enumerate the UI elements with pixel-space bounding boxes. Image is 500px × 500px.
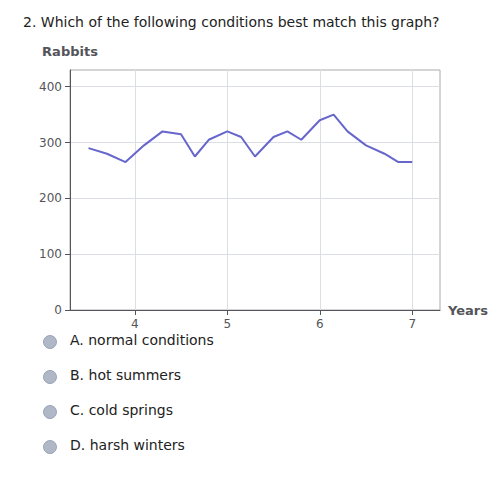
svg-text:7: 7 [408,317,416,331]
svg-text:B. hot summers: B. hot summers [70,367,181,383]
svg-text:Years: Years [447,303,488,318]
svg-text:2. Which of the following cond: 2. Which of the following conditions bes… [23,14,440,30]
svg-text:300: 300 [39,136,62,150]
svg-text:200: 200 [39,191,62,205]
svg-text:400: 400 [39,80,62,94]
svg-text:A. normal conditions: A. normal conditions [70,332,214,348]
svg-text:6: 6 [316,317,324,331]
svg-text:100: 100 [39,247,62,261]
svg-text:5: 5 [223,317,231,331]
svg-text:0: 0 [54,303,62,317]
svg-text:D. harsh winters: D. harsh winters [70,437,185,453]
svg-text:Rabbits: Rabbits [42,44,98,59]
svg-text:4: 4 [131,317,139,331]
svg-text:C. cold springs: C. cold springs [70,402,173,418]
